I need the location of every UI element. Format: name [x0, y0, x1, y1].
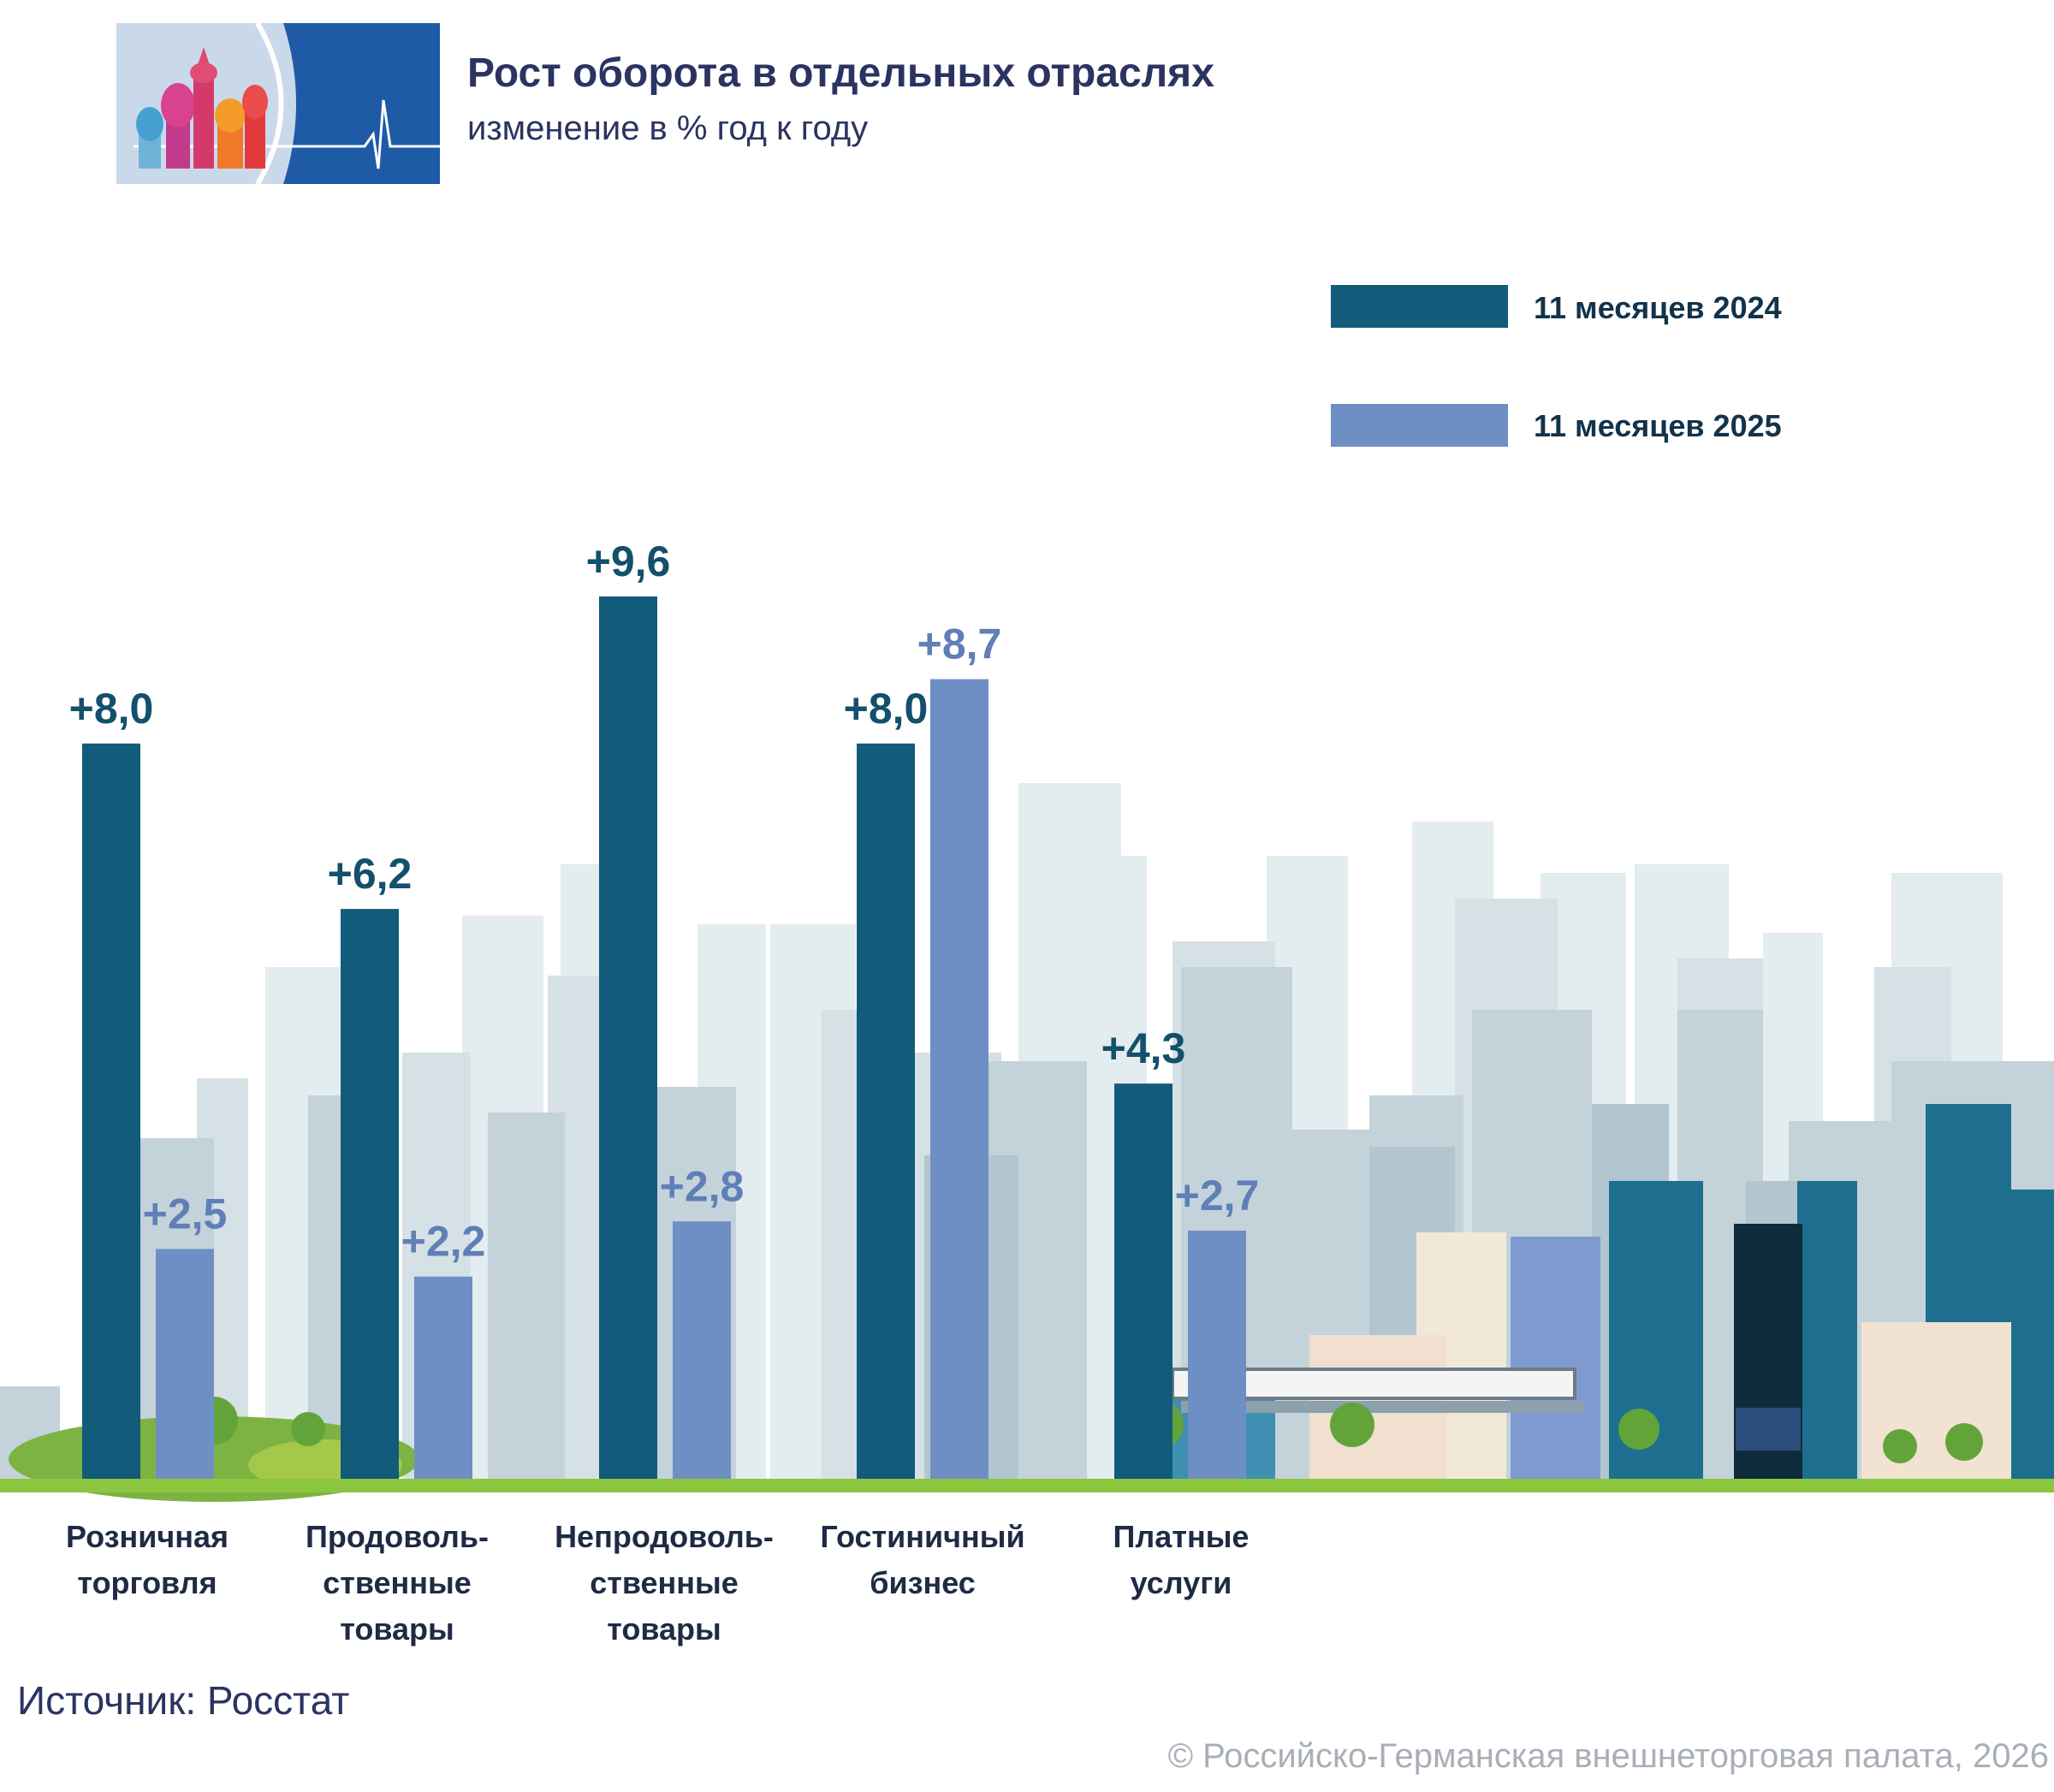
bar-2024-2 [599, 596, 657, 1480]
bar-2025-2 [673, 1221, 731, 1479]
bar-2024-3 [857, 743, 915, 1479]
value-label-2024-3: +8,0 [844, 685, 929, 733]
bar-2024-1 [341, 909, 399, 1479]
bar-2025-1 [414, 1276, 472, 1479]
value-label-2025-0: +2,5 [143, 1190, 228, 1238]
bars-group [82, 596, 1246, 1480]
value-label-2024-0: +8,0 [69, 685, 154, 733]
bar-2024-4 [1114, 1083, 1172, 1479]
legend-label-2025: 11 месяцев 2025 [1534, 408, 1782, 443]
category-label-2: Непродоволь-ственные товары [555, 1519, 774, 1647]
city-skyline-illustration [0, 783, 2054, 1502]
legend-swatch-2024 [1331, 285, 1508, 328]
value-label-2024-4: +4,3 [1101, 1024, 1186, 1072]
value-label-2024-1: +6,2 [328, 850, 413, 898]
value-label-2025-2: +2,8 [660, 1162, 745, 1210]
bar-2025-3 [930, 679, 988, 1479]
legend-swatch-2025 [1331, 404, 1508, 447]
legend: 11 месяцев 2024 11 месяцев 2025 [1331, 285, 1782, 447]
value-label-2025-1: +2,2 [401, 1218, 486, 1266]
source-note: Источник: Росстат [17, 1678, 350, 1723]
chart-title: Рост оборота в отдельных отраслях [467, 50, 1214, 96]
category-labels-group: Розничная торговля Продоволь-ственные товар… [66, 1519, 1249, 1647]
copyright-note: © Российско-Германская внешнеторговая па… [1167, 1737, 2049, 1775]
legend-label-2024: 11 месяцев 2024 [1534, 290, 1782, 325]
bar-2024-0 [82, 743, 140, 1479]
bar-labels-group: +8,0 +6,2 +9,6 +8,0 +4,3 +2,5 +2,2 +2,8 +8,7 +2,7 [69, 537, 1260, 1266]
chart-subtitle: изменение в % год к году [467, 110, 869, 147]
bar-2025-0 [156, 1249, 214, 1479]
ground-line [0, 1479, 2054, 1492]
logo [116, 23, 440, 184]
value-label-2025-4: +2,7 [1175, 1172, 1260, 1219]
value-label-2025-3: +8,7 [917, 620, 1002, 668]
category-label-0: Розничная торговля [66, 1519, 229, 1600]
bar-2025-4 [1188, 1231, 1246, 1479]
category-label-3: Гостиничный бизнес [820, 1519, 1024, 1600]
value-label-2024-2: +9,6 [586, 537, 671, 585]
category-label-1: Продоволь-ственные товары [306, 1519, 489, 1647]
category-label-4: Платные услуги [1113, 1519, 1250, 1600]
